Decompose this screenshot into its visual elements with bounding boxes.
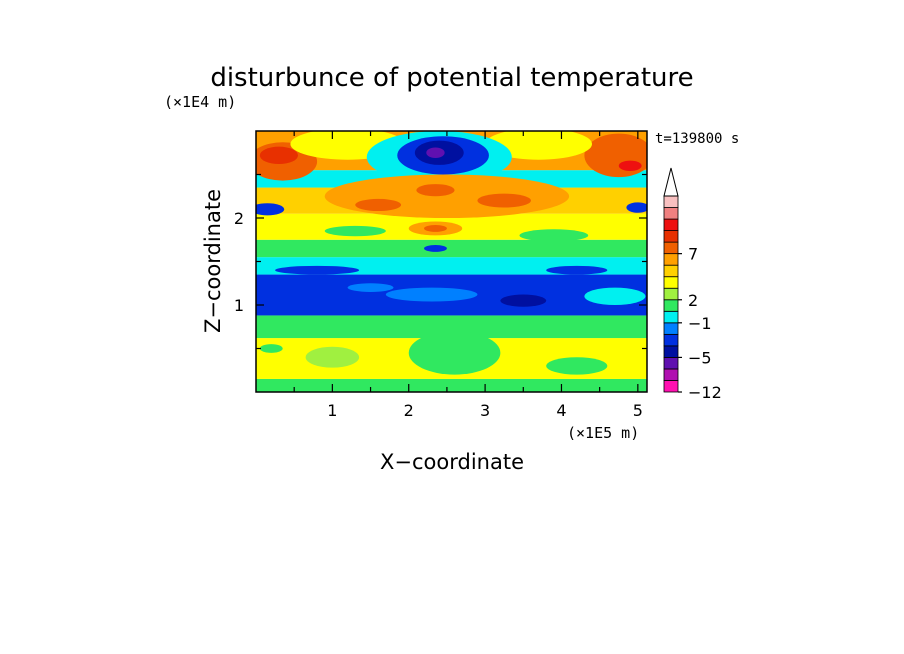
colorbar-segment [663, 380, 679, 393]
colorbar-segment [663, 241, 679, 255]
contour-feature-12 [324, 174, 570, 218]
contour-feature-11 [626, 202, 647, 213]
x-tick-label: 5 [633, 401, 643, 420]
x-tick-label: 2 [404, 401, 414, 420]
y-axis-label: Z−coordinate [201, 189, 225, 333]
colorbar-label: 2 [688, 291, 698, 310]
colorbar-segment [663, 322, 679, 335]
x-tick-label: 1 [327, 401, 337, 420]
contour-feature-21 [275, 265, 360, 275]
contour-feature-5 [485, 131, 592, 160]
contour-feature-27 [408, 331, 501, 375]
colorbar-label: 7 [688, 245, 698, 264]
contour-feature-28 [305, 346, 360, 368]
colorbar-extend-arrow [663, 167, 679, 197]
colorbar-segment [663, 253, 679, 266]
contour-feature-29 [546, 357, 608, 375]
contour-feature-14 [477, 193, 531, 208]
contour-feature-2 [584, 133, 647, 178]
contour-band-0 [256, 378, 647, 392]
colorbar-segment [663, 333, 679, 347]
colorbar-segment [663, 264, 679, 278]
contour-feature-3 [618, 160, 642, 172]
colorbar-label: −5 [688, 348, 712, 367]
time-label: t=139800 s [655, 131, 739, 147]
contour-feature-19 [324, 225, 386, 237]
x-unit-label: (×1E5 m) [567, 424, 639, 442]
colorbar-segment [663, 218, 679, 231]
contour-feature-10 [256, 203, 285, 216]
contour-feature-25 [500, 294, 547, 307]
colorbar-segment [663, 207, 679, 220]
colorbar: 7 2 −1 −5 −12 [663, 167, 722, 402]
contour-feature-1 [259, 146, 299, 165]
colorbar-segment [663, 287, 679, 301]
x-tick-label: 3 [480, 401, 490, 420]
x-axis-label: X−coordinate [380, 450, 524, 474]
x-tick-label: 4 [556, 401, 566, 420]
y-tick-label: 2 [234, 209, 244, 228]
colorbar-segment [663, 276, 679, 289]
contour-feature-15 [416, 184, 455, 197]
contour-feature-17 [424, 224, 447, 232]
contour-feature-20 [519, 229, 589, 242]
colorbar-segment [663, 345, 679, 358]
axis-ticks: 1 2 3 4 5 1 2 [234, 131, 682, 420]
y-unit-label: (×1E4 m) [164, 93, 236, 111]
contour-feature-23 [385, 287, 478, 302]
contour-feature-18 [424, 244, 447, 252]
chart-title: disturbunce of potential temperature [210, 63, 693, 93]
contour-field [256, 131, 647, 392]
contour-feature-30 [259, 344, 283, 353]
contour-band-2 [256, 315, 647, 339]
contour-band-5 [256, 239, 647, 258]
colorbar-segment [663, 368, 679, 381]
y-tick-label: 1 [234, 296, 244, 315]
colorbar-segment [663, 299, 679, 312]
colorbar-label: −1 [688, 314, 712, 333]
colorbar-segment [663, 195, 679, 208]
contour-feature-26 [347, 283, 394, 292]
colorbar-segment [663, 310, 679, 324]
colorbar-segment [663, 230, 679, 243]
colorbar-segment [663, 357, 679, 370]
colorbar-label: −12 [688, 383, 722, 402]
contour-feature-13 [355, 198, 402, 212]
contour-feature-9 [426, 147, 445, 158]
contour-feature-22 [546, 265, 608, 275]
contour-feature-24 [584, 287, 646, 305]
